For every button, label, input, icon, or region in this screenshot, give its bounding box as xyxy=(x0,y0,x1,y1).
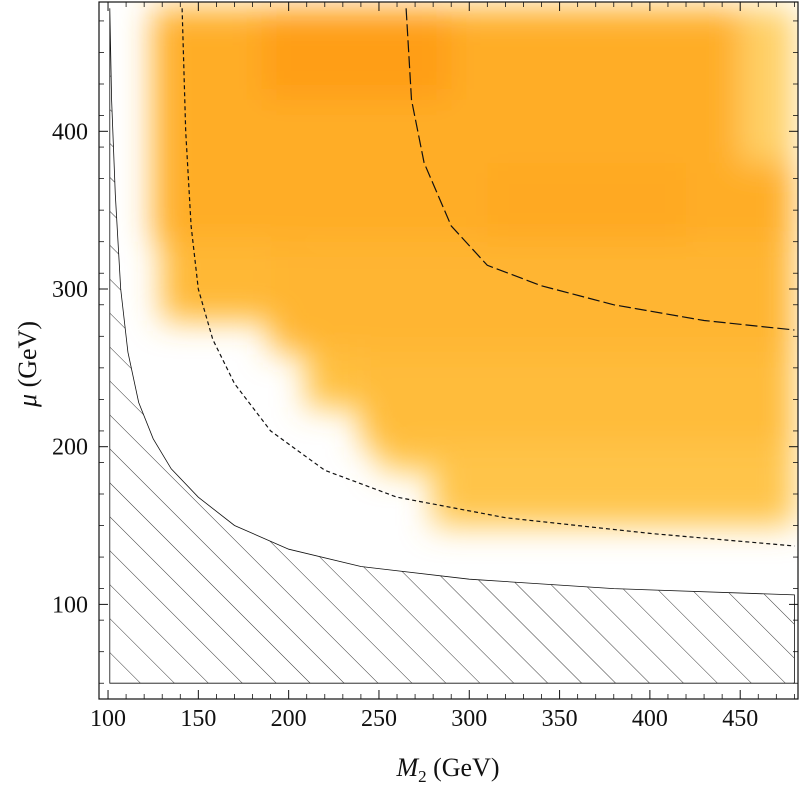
y-axis-label-unit: (GeV) xyxy=(13,321,42,394)
y-tick-label: 200 xyxy=(52,435,88,461)
heat-cell xyxy=(433,446,795,526)
dashed-contour-short xyxy=(181,8,795,547)
heat-cell xyxy=(306,352,361,408)
x-tick-label: 200 xyxy=(271,706,307,732)
x-tick-label: 300 xyxy=(451,706,487,732)
x-axis-label-unit: (GeV) xyxy=(427,753,500,782)
heat-cell xyxy=(378,446,434,471)
x-tick-label: 250 xyxy=(361,706,397,732)
dashed-contour-long xyxy=(405,8,795,331)
heatmap-layer xyxy=(153,8,795,526)
x-tick-label: 450 xyxy=(722,706,758,732)
x-axis-ticks: 100 150 200 250 300 350 400 450 xyxy=(90,2,795,732)
heat-cell xyxy=(153,8,795,242)
heat-cell xyxy=(360,352,795,447)
x-axis-label-subscript: 2 xyxy=(418,767,427,786)
x-tick-label: 350 xyxy=(542,706,578,732)
heat-cell xyxy=(270,241,795,353)
y-tick-label: 300 xyxy=(52,277,88,303)
x-tick-label: 150 xyxy=(180,706,216,732)
y-axis-label-symbol: μ xyxy=(13,394,42,408)
excluded-region-hatch xyxy=(109,8,795,684)
plot-frame xyxy=(98,1,799,700)
heat-cell xyxy=(740,8,795,163)
y-axis-ticks: 100 200 300 400 xyxy=(52,20,798,684)
y-axis-label: μ (GeV) xyxy=(13,321,42,408)
y-tick-label: 100 xyxy=(52,592,88,618)
x-tick-label: 400 xyxy=(632,706,668,732)
x-axis-label: M2 (GeV) xyxy=(395,753,499,786)
x-axis-label-symbol: M xyxy=(395,753,419,782)
heat-cell xyxy=(261,8,452,100)
excluded-region-boundary xyxy=(109,8,795,684)
y-tick-label: 400 xyxy=(52,119,88,145)
x-tick-label: 100 xyxy=(90,706,126,732)
